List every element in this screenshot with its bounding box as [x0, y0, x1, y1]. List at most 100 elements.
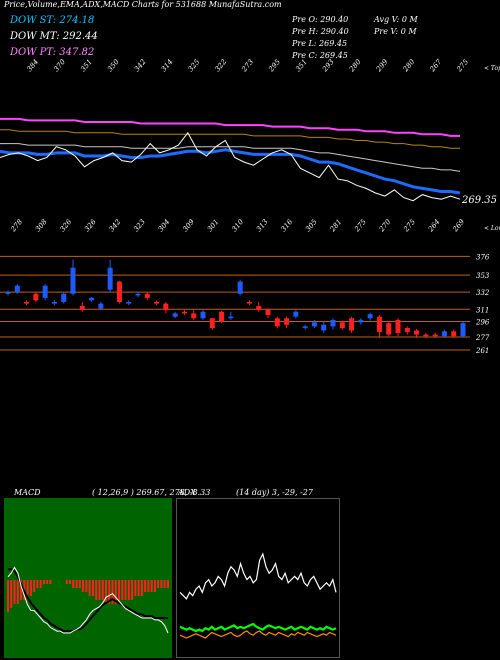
candle-body: [172, 313, 178, 317]
candle-body: [256, 306, 262, 311]
low-label: 323: [132, 217, 147, 233]
macd-histogram-bar: [144, 580, 147, 592]
candle-body: [70, 267, 76, 294]
top-label: 351: [294, 58, 309, 73]
macd-histogram-bar: [20, 580, 23, 600]
top-label: 275: [455, 57, 471, 74]
price-axis-label: 277: [475, 334, 490, 342]
price-axis-label: 311: [476, 306, 489, 314]
macd-histogram-bar: [157, 580, 160, 588]
macd-histogram-bar: [131, 580, 134, 600]
candle-body: [376, 316, 382, 333]
macd-histogram-bar: [75, 580, 78, 588]
top-label: 342: [133, 57, 148, 73]
low-label: 275: [402, 217, 418, 234]
top-label: 322: [214, 57, 229, 73]
ema-pink-line: [0, 117, 460, 137]
candle-body: [367, 314, 373, 319]
low-label: 310: [230, 217, 245, 233]
top-label: 351: [79, 58, 94, 73]
candle-body: [284, 318, 290, 325]
top-label: 267: [428, 57, 444, 74]
candle-body: [293, 311, 299, 317]
candle-body: [209, 318, 215, 329]
candle-body: [386, 323, 392, 335]
macd-histogram-bar: [163, 580, 166, 588]
macd-histogram-bar: [121, 580, 124, 600]
candle-body: [302, 326, 308, 329]
candle-body: [24, 301, 30, 304]
low-label: 301: [206, 218, 221, 233]
top-label: 384: [25, 58, 40, 73]
low-label: 269: [451, 217, 467, 234]
close-line: [0, 131, 461, 202]
dow-st-label: DOW ST: 274.18: [10, 15, 95, 26]
macd-histogram-bar: [108, 580, 111, 604]
candle-body: [321, 324, 327, 331]
candle-body: [274, 318, 280, 327]
candle-body: [265, 309, 271, 315]
low-label: 304: [157, 218, 172, 233]
macd-histogram-bar: [33, 580, 36, 592]
candle-body: [135, 293, 141, 296]
candle-body: [33, 293, 39, 301]
candle-body: [330, 319, 336, 327]
macd-histogram-bar: [124, 580, 127, 600]
macd-histogram-bar: [153, 580, 156, 592]
macd-histogram-bar: [104, 580, 107, 604]
minus-di-line: [179, 630, 337, 639]
candle-body: [404, 328, 410, 333]
candle-body: [200, 311, 206, 319]
low-label: 281: [328, 218, 343, 234]
macd-histogram-bar: [65, 580, 68, 584]
macd-chart: [4, 498, 172, 658]
adx-params: (14 day) 3, -29, -27: [236, 488, 313, 497]
macd-histogram-bar: [42, 580, 45, 584]
macd-histogram-bar: [95, 580, 98, 600]
pre-open: Pre O: 290.40: [292, 15, 349, 24]
macd-label: MACD: [14, 488, 41, 497]
candle-body: [414, 330, 420, 335]
top-label: 295: [267, 57, 283, 74]
macd-histogram-bar: [111, 580, 114, 604]
candle-body: [61, 293, 67, 302]
ema-mid-line: [0, 143, 461, 172]
candle-body: [79, 306, 85, 311]
top-label: 325: [187, 57, 202, 73]
macd-histogram-bar: [118, 580, 121, 604]
adx-line: [179, 552, 337, 600]
avg-volume: Avg V: 0 M: [374, 15, 418, 24]
top-label: 273: [240, 57, 256, 74]
candle-body: [89, 297, 95, 301]
candle-body: [395, 319, 401, 333]
macd-histogram-bar: [101, 580, 104, 600]
low-label: 270: [377, 217, 393, 234]
macd-histogram-bar: [114, 580, 117, 604]
candle-body: [432, 334, 438, 337]
price-ema-chart: 384 370 351 350 342 314 325 322 273 295 351 293 280 2…: [0, 57, 500, 234]
candle-body: [116, 281, 122, 302]
adx-chart: [176, 498, 340, 658]
candle-body: [191, 313, 197, 319]
candle-body: [451, 331, 457, 337]
last-price-label: 269.35: [461, 195, 497, 206]
candle-body: [181, 311, 187, 314]
candle-body: [107, 267, 113, 290]
pre-high: Pre H: 290.40: [292, 27, 349, 36]
candle-body: [460, 323, 466, 337]
macd-histogram-bar: [127, 580, 130, 600]
top-label: 350: [106, 57, 121, 73]
candlestick-chart: 376 353 332 311 296 277 261: [0, 253, 490, 355]
pre-volume: Pre V: 0 M: [374, 27, 417, 36]
macd-histogram-bar: [85, 580, 88, 592]
dow-pt-label: DOW PT: 347.82: [10, 47, 95, 58]
low-label: 326: [83, 217, 98, 233]
top-label: 299: [374, 57, 390, 74]
macd-histogram-bar: [29, 580, 32, 596]
macd-histogram-bar: [82, 580, 85, 592]
candle-body: [358, 319, 364, 323]
top-label: 280: [401, 57, 417, 74]
low-label: 305: [304, 217, 319, 233]
adx-label: ADX: [178, 488, 196, 497]
price-axis-label: 376: [476, 253, 490, 261]
